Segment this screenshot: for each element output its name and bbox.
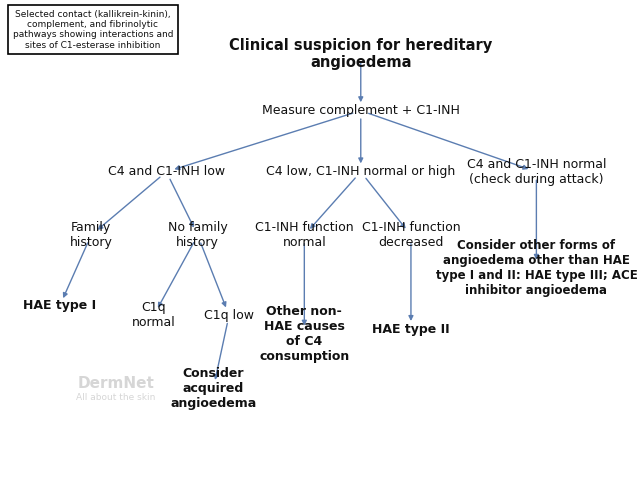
- Text: C4 and C1-INH normal
(check during attack): C4 and C1-INH normal (check during attac…: [467, 158, 606, 186]
- Text: No family
history: No family history: [168, 221, 228, 249]
- Text: Consider other forms of
angioedema other than HAE
type I and II: HAE type III; A: Consider other forms of angioedema other…: [435, 239, 637, 297]
- Text: All about the skin: All about the skin: [76, 393, 156, 402]
- Text: Other non-
HAE causes
of C4
consumption: Other non- HAE causes of C4 consumption: [259, 305, 349, 363]
- Text: C1-INH function
decreased: C1-INH function decreased: [362, 221, 460, 249]
- Text: HAE type II: HAE type II: [372, 323, 450, 336]
- Text: C1q low: C1q low: [204, 309, 254, 322]
- Text: C4 low, C1-INH normal or high: C4 low, C1-INH normal or high: [266, 165, 456, 178]
- Text: Selected contact (kallikrein-kinin),
complement, and fibrinolytic
pathways showi: Selected contact (kallikrein-kinin), com…: [13, 10, 173, 50]
- Text: Family
history: Family history: [70, 221, 113, 249]
- Text: Measure complement + C1-INH: Measure complement + C1-INH: [262, 104, 460, 117]
- Text: Clinical suspicion for hereditary
angioedema: Clinical suspicion for hereditary angioe…: [229, 38, 492, 71]
- Text: C4 and C1-INH low: C4 and C1-INH low: [108, 165, 225, 178]
- Text: C1-INH function
normal: C1-INH function normal: [255, 221, 354, 249]
- Text: Consider
acquired
angioedema: Consider acquired angioedema: [170, 367, 257, 409]
- Text: DermNet: DermNet: [77, 376, 155, 391]
- Text: C1q
normal: C1q normal: [132, 301, 175, 329]
- Text: HAE type I: HAE type I: [23, 300, 96, 312]
